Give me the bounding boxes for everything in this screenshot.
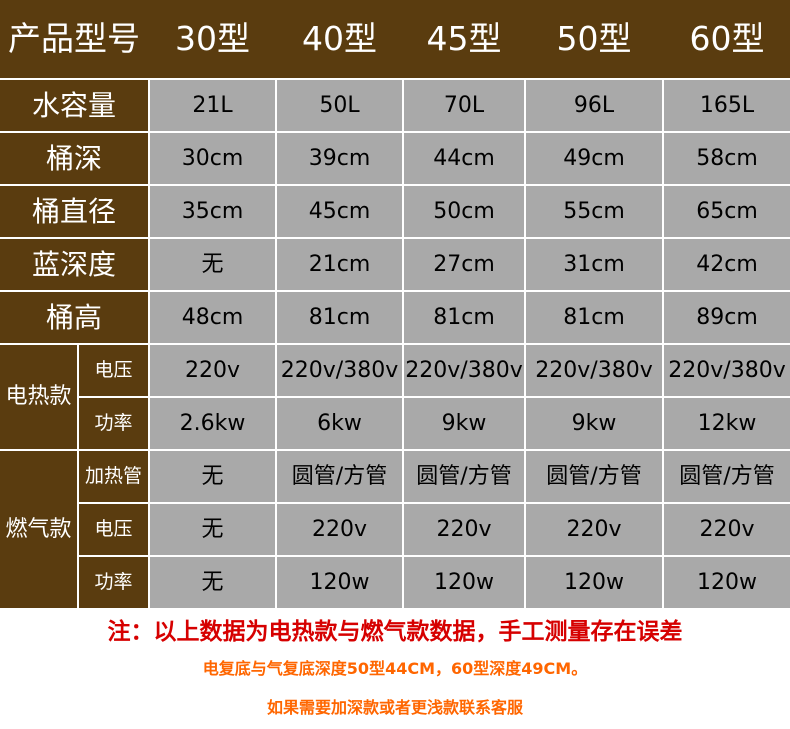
gas-heating-tube-cell: 圆管/方管 [277,451,402,502]
electric-power-cell: 9kw [404,398,524,449]
row-label-depth: 桶深 [0,133,148,184]
row-height-cell: 81cm [404,292,524,343]
note-contact: 如果需要加深款或者更浅款联系客服 [266,698,523,717]
electric-voltage-cell: 220v/380v [664,345,790,396]
row-basket-depth-cell: 42cm [664,239,790,290]
row-depth-cell: 44cm [404,133,524,184]
row-height-cell: 48cm [150,292,275,343]
note-disclaimer: 注：以上数据为电热款与燃气款数据，手工测量存在误差 [107,619,683,645]
gas-power-cell: 120w [404,557,524,608]
gas-heating-tube-cell: 无 [150,451,275,502]
model-50: 50型 [556,19,632,58]
row-height-cell: 89cm [664,292,790,343]
model-60: 60型 [689,19,765,58]
gas-voltage-cell: 220v [664,504,790,555]
gas-voltage-cell: 220v [277,504,402,555]
row-basket-depth-cell: 无 [150,239,275,290]
row-basket-depth-cell: 27cm [404,239,524,290]
gas-label-power: 功率 [79,557,148,608]
table-header: 产品型号 30型 40型 45型 50型 60型 [0,0,790,78]
model-30: 30型 [175,19,250,58]
row-depth-cell: 30cm [150,133,275,184]
row-capacity-cell: 50L [277,80,402,131]
row-diameter-cell: 65cm [664,186,790,237]
row-depth-cell: 39cm [277,133,402,184]
gas-voltage-cell: 无 [150,504,275,555]
row-capacity-cell: 165L [664,80,790,131]
row-label-capacity: 水容量 [0,80,148,131]
gas-heating-tube-cell: 圆管/方管 [664,451,790,502]
row-height-cell: 81cm [526,292,662,343]
row-diameter-cell: 45cm [277,186,402,237]
electric-voltage-cell: 220v/380v [526,345,662,396]
gas-power-cell: 120w [664,557,790,608]
row-capacity-cell: 21L [150,80,275,131]
electric-label-power: 功率 [79,398,148,449]
row-capacity-cell: 96L [526,80,662,131]
group-label-electric: 电热款 [0,345,77,449]
row-diameter-cell: 35cm [150,186,275,237]
row-label-height: 桶高 [0,292,148,343]
gas-heating-tube-cell: 圆管/方管 [526,451,662,502]
row-capacity-cell: 70L [404,80,524,131]
electric-voltage-cell: 220v/380v [404,345,524,396]
model-header-label: 产品型号 [8,19,140,58]
gas-voltage-cell: 220v [526,504,662,555]
row-depth-cell: 58cm [664,133,790,184]
electric-label-voltage: 电压 [79,345,148,396]
row-basket-depth-cell: 31cm [526,239,662,290]
model-45: 45型 [426,19,502,58]
row-diameter-cell: 50cm [404,186,524,237]
electric-voltage-cell: 220v [150,345,275,396]
gas-heating-tube-cell: 圆管/方管 [404,451,524,502]
model-40: 40型 [302,19,377,58]
gas-label-voltage: 电压 [79,504,148,555]
row-depth-cell: 49cm [526,133,662,184]
row-height-cell: 81cm [277,292,402,343]
electric-power-cell: 6kw [277,398,402,449]
gas-label-heating-tube: 加热管 [79,451,148,502]
electric-voltage-cell: 220v/380v [277,345,402,396]
row-label-diameter: 桶直径 [0,186,148,237]
electric-power-cell: 2.6kw [150,398,275,449]
group-label-gas: 燃气款 [0,451,77,608]
electric-power-cell: 9kw [526,398,662,449]
note-depth: 电复底与气复底深度50型44CM，60型深度49CM。 [202,659,588,678]
electric-power-cell: 12kw [664,398,790,449]
gas-power-cell: 120w [277,557,402,608]
gas-voltage-cell: 220v [404,504,524,555]
row-basket-depth-cell: 21cm [277,239,402,290]
gas-power-cell: 无 [150,557,275,608]
row-diameter-cell: 55cm [526,186,662,237]
row-label-basket-depth: 蓝深度 [0,239,148,290]
gas-power-cell: 120w [526,557,662,608]
